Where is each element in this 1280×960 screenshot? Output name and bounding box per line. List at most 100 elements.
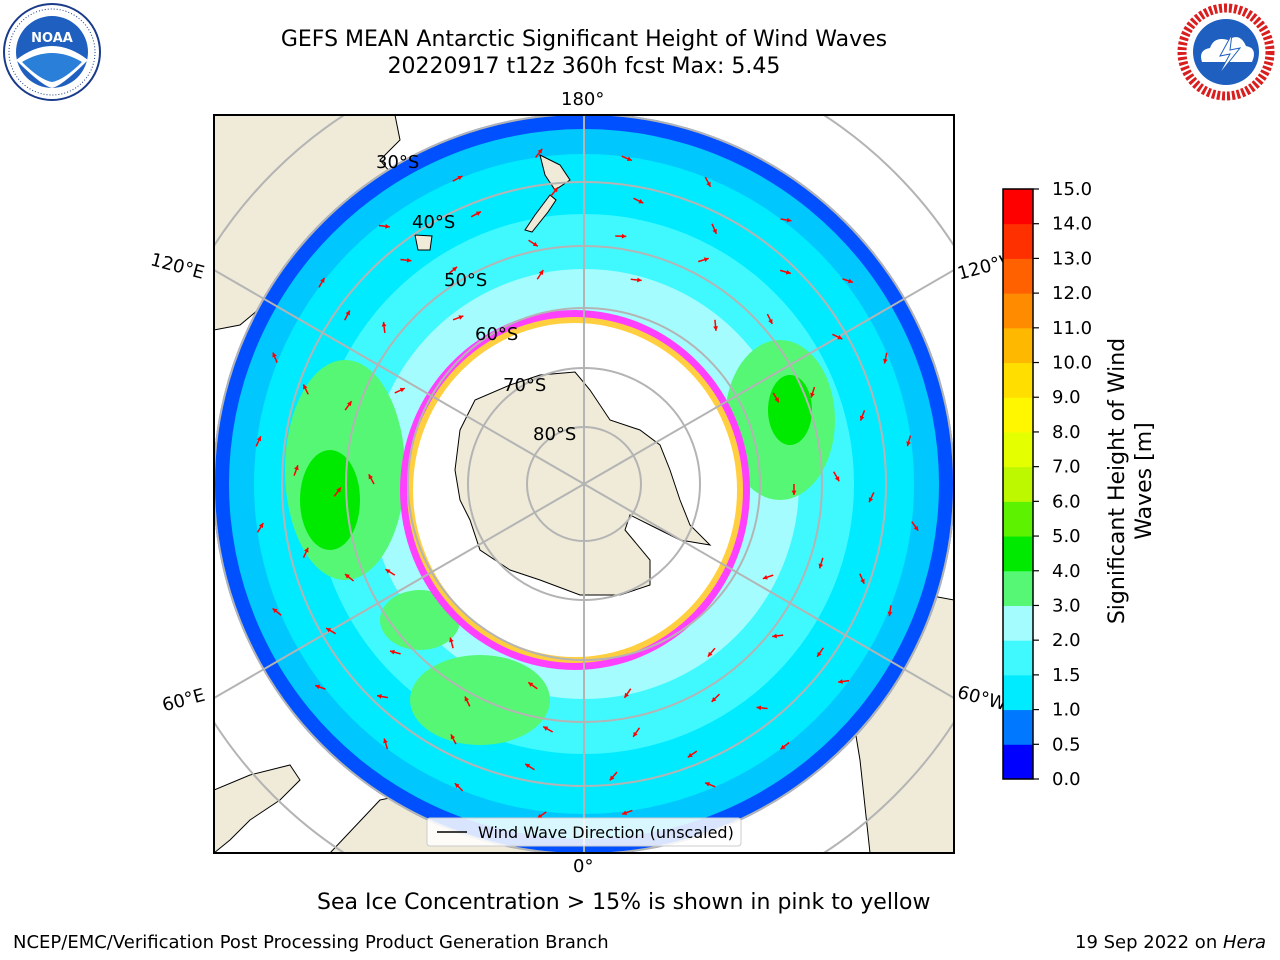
colorbar-tick-label: 14.0	[1052, 214, 1092, 235]
wave-arrow-head	[637, 277, 642, 283]
tasmania-land	[414, 234, 433, 251]
wave-arrow-head	[272, 608, 278, 614]
wave-direction-arrows	[255, 148, 919, 819]
wave-arrow-head	[452, 266, 458, 272]
wave-arrow-head	[464, 696, 469, 702]
meridian-60e	[214, 483, 585, 699]
wave-arrow-head	[344, 574, 350, 579]
wave-arrow-head	[887, 611, 893, 617]
colorbar-segment	[1003, 293, 1033, 329]
wave-arrow-head	[837, 334, 843, 340]
wave-arrow-head	[525, 763, 531, 769]
wave-arrow-head	[624, 692, 629, 698]
wave-arrow-head	[883, 358, 888, 364]
africa-land	[214, 764, 301, 853]
wave-arrow-head	[454, 783, 460, 789]
new-zealand-land	[524, 154, 571, 233]
meridian-60w	[583, 483, 954, 699]
wave-arrow-head	[315, 684, 321, 690]
colorbar-tick-label: 5.0	[1052, 526, 1081, 547]
colorbar-segment	[1003, 640, 1033, 676]
wave-arrow-head	[609, 775, 615, 781]
wave-arrow-head	[553, 187, 558, 193]
colorbar-segment	[1003, 189, 1033, 225]
wave-arrow-head	[304, 547, 309, 553]
wave-arrow-head	[913, 525, 919, 531]
wave-arrow-head	[528, 682, 534, 687]
wave-arrow-head	[256, 436, 262, 442]
colorbar-tick-label: 7.0	[1052, 457, 1081, 478]
wave-arrow-head	[258, 522, 264, 528]
wave-arrow-head	[326, 628, 332, 633]
wave-arrow-head	[457, 175, 463, 181]
wave-arrow-head	[817, 651, 822, 657]
wave-arrow-head	[381, 321, 387, 327]
wave-arrow-head	[538, 270, 544, 276]
noaa-logo: NOAA	[2, 2, 102, 102]
colorbar-tick-label: 15.0	[1052, 179, 1092, 200]
wave-arrow-head	[532, 241, 538, 247]
wave-arrow-head	[834, 476, 840, 482]
wave-arrow-head	[791, 490, 797, 495]
legend-label: Wind Wave Direction (unscaled)	[478, 823, 734, 842]
lat-label-60s: 60°S	[475, 324, 519, 345]
colorbar-segment	[1003, 501, 1033, 537]
wave-arrow-head	[860, 578, 865, 584]
wave-arrow-head	[906, 441, 911, 447]
wave-arrow-head	[705, 782, 711, 787]
nws-logo	[1176, 2, 1276, 102]
colorbar-tick-label: 8.0	[1052, 422, 1081, 443]
wave-arrow-head	[762, 574, 768, 580]
wave-arrow-head	[626, 156, 632, 161]
meridian-120w	[583, 269, 954, 485]
wave-arrow-head	[786, 217, 792, 223]
wave-arrow-head	[756, 705, 762, 711]
wave-arrow-head	[450, 734, 456, 740]
meridian-120e	[214, 269, 585, 485]
wave-arrow-head	[706, 181, 711, 187]
wave-arrow-head	[383, 738, 388, 744]
wave-arrow-head	[768, 318, 773, 324]
wave-arrow-head	[272, 352, 277, 358]
colorbar-segment	[1003, 223, 1033, 259]
wave-arrow-head	[385, 223, 390, 229]
wave-arrow-head	[703, 257, 709, 262]
wave-arrow-head	[368, 474, 373, 480]
wave-arrow-head	[818, 563, 824, 569]
colorbar-segment	[1003, 466, 1033, 502]
footer-date-text: 19 Sep 2022 on	[1075, 932, 1223, 953]
colorbar-tick-label: 2.0	[1052, 630, 1081, 651]
colorbar-frame	[1002, 188, 1034, 780]
colorbar-segment	[1003, 709, 1033, 745]
colorbar-segment	[1003, 744, 1033, 780]
colorbar-tick-label: 6.0	[1052, 491, 1081, 512]
colorbar-segment	[1003, 605, 1033, 641]
wave-arrow-head	[622, 810, 628, 815]
wave-arrow-head	[385, 569, 391, 574]
lat-label-40s: 40°S	[412, 212, 456, 233]
colorbar-tick-label: 10.0	[1052, 353, 1092, 374]
colorbar-tick-label: 4.0	[1052, 561, 1081, 582]
colorbar-tick-label: 1.5	[1052, 665, 1081, 686]
wave-arrow-head	[345, 310, 350, 316]
wave-arrow-head	[543, 726, 549, 731]
wave-arrow-head	[711, 697, 717, 702]
wave-arrow-head	[687, 752, 693, 758]
colorbar-tick-label: 1.0	[1052, 700, 1081, 721]
colorbar-segment	[1003, 536, 1033, 572]
wave-arrow-head	[399, 387, 405, 393]
colorbar-segment	[1003, 258, 1033, 294]
wave-arrow-head	[638, 199, 644, 204]
lon-label-180: 180°	[561, 89, 605, 110]
wave-arrow-head	[713, 326, 718, 331]
wave-arrow-head	[294, 465, 299, 471]
colorbar-segment	[1003, 397, 1033, 433]
noaa-logo-text: NOAA	[31, 31, 73, 46]
graticule	[214, 115, 954, 853]
wave-arrow-head	[859, 415, 865, 421]
colorbar-segment	[1003, 570, 1033, 606]
footer-branch: NCEP/EMC/Verification Post Processing Pr…	[13, 932, 609, 953]
colorbar-segment	[1003, 431, 1033, 468]
wave-arrow-head	[475, 211, 481, 216]
